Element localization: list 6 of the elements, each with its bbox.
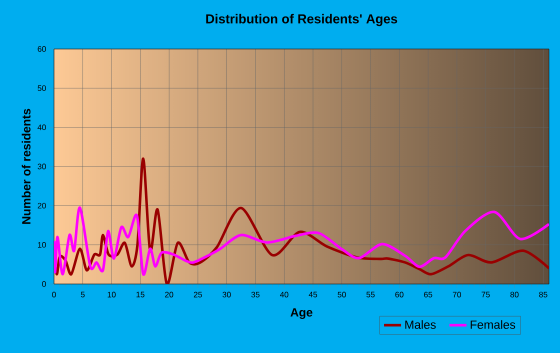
- y-axis-title: Number of residents: [22, 108, 31, 224]
- legend-label: Females: [470, 320, 516, 329]
- chart-title: Distribution of Residents' Ages: [206, 14, 398, 26]
- legend-label: Males: [405, 320, 436, 329]
- x-axis-title: Age: [290, 308, 312, 319]
- line-series: [54, 206, 549, 276]
